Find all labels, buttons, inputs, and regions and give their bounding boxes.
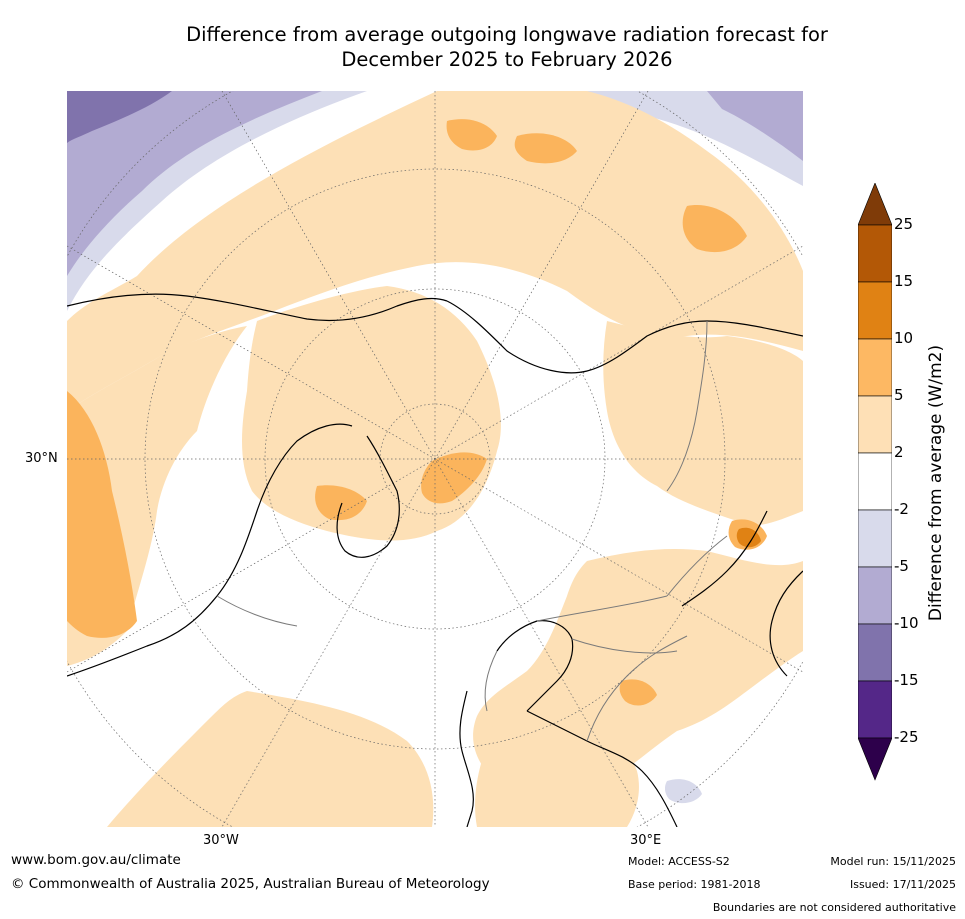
- country-boundaries: [216, 320, 728, 742]
- colorbar-segment: [857, 281, 893, 340]
- pos-anomaly-siberia: [682, 205, 747, 253]
- colorbar-tick-label: 15: [894, 272, 914, 290]
- colorbar-tick-label: -5: [894, 557, 909, 575]
- pos-anomaly-europe: [475, 695, 639, 827]
- colorbar-tick-label: -2: [894, 500, 909, 518]
- colorbar-tick-label: -25: [894, 728, 919, 746]
- lon-label-30w: 30°W: [203, 833, 239, 848]
- colorbar: [857, 182, 893, 783]
- colorbar-title: Difference from average (W/m2): [926, 344, 946, 622]
- footer-copyright: © Commonwealth of Australia 2025, Austra…: [11, 876, 490, 892]
- colorbar-segment: [857, 680, 893, 739]
- map-graticule: [67, 91, 803, 827]
- chart-title: Difference from average outgoing longwav…: [67, 22, 947, 72]
- colorbar-extend-min: [857, 737, 893, 781]
- colorbar-tick-label: 10: [894, 329, 914, 347]
- neg-anomaly-northwest-dark: [67, 91, 172, 143]
- lon-label-30e: 30°E: [630, 833, 662, 848]
- neg-anomaly-arabia: [664, 779, 702, 804]
- footer-url[interactable]: www.bom.gov.au/climate: [11, 852, 181, 868]
- footer-disclaimer: Boundaries are not considered authoritat…: [712, 901, 956, 914]
- pos-anomaly-canada-patch: [315, 485, 367, 521]
- pos-anomaly-greenland: [421, 452, 487, 504]
- footer-model: Model: ACCESS-S2: [628, 855, 730, 868]
- pos-anomaly-pacific-west: [67, 391, 137, 638]
- colorbar-segment: [857, 395, 893, 454]
- pos-anomaly-strong-east: [736, 527, 761, 548]
- colorbar-tick-label: 5: [894, 386, 904, 404]
- title-line-1: Difference from average outgoing longwav…: [186, 23, 828, 46]
- polar-map: [67, 91, 803, 827]
- colorbar-tick-label: -10: [894, 614, 919, 632]
- colorbar-tick-label: 2: [894, 443, 904, 461]
- colorbar-segment: [857, 338, 893, 397]
- pos-anomaly-south: [107, 691, 434, 827]
- colorbar-segment: [857, 452, 893, 511]
- pos-anomaly-asia: [603, 321, 803, 526]
- pos-anomaly-middle-east: [619, 679, 657, 706]
- colorbar-segment: [857, 623, 893, 682]
- footer-base-period: Base period: 1981-2018: [628, 878, 761, 891]
- colorbar-tick-label: 25: [894, 215, 914, 233]
- pos-anomaly-arctic: [242, 286, 501, 541]
- colorbar-tick-label: -15: [894, 671, 919, 689]
- title-line-2: December 2025 to February 2026: [341, 48, 673, 71]
- colorbar-extend-max: [857, 182, 893, 226]
- footer-model-run: Model run: 15/11/2025: [830, 855, 956, 868]
- colorbar-segment: [857, 566, 893, 625]
- colorbar-segment: [857, 509, 893, 568]
- footer-issued: Issued: 17/11/2025: [849, 878, 956, 891]
- coastlines: [67, 293, 803, 827]
- colorbar-segment: [857, 224, 893, 283]
- lat-label-30n: 30°N: [25, 451, 58, 466]
- pos-anomaly-north-pacific-2: [514, 133, 577, 164]
- neg-anomaly-northeast-mid: [707, 91, 803, 161]
- pos-anomaly-north-pacific-1: [446, 119, 497, 151]
- neg-anomaly-northwest-mid: [67, 91, 322, 276]
